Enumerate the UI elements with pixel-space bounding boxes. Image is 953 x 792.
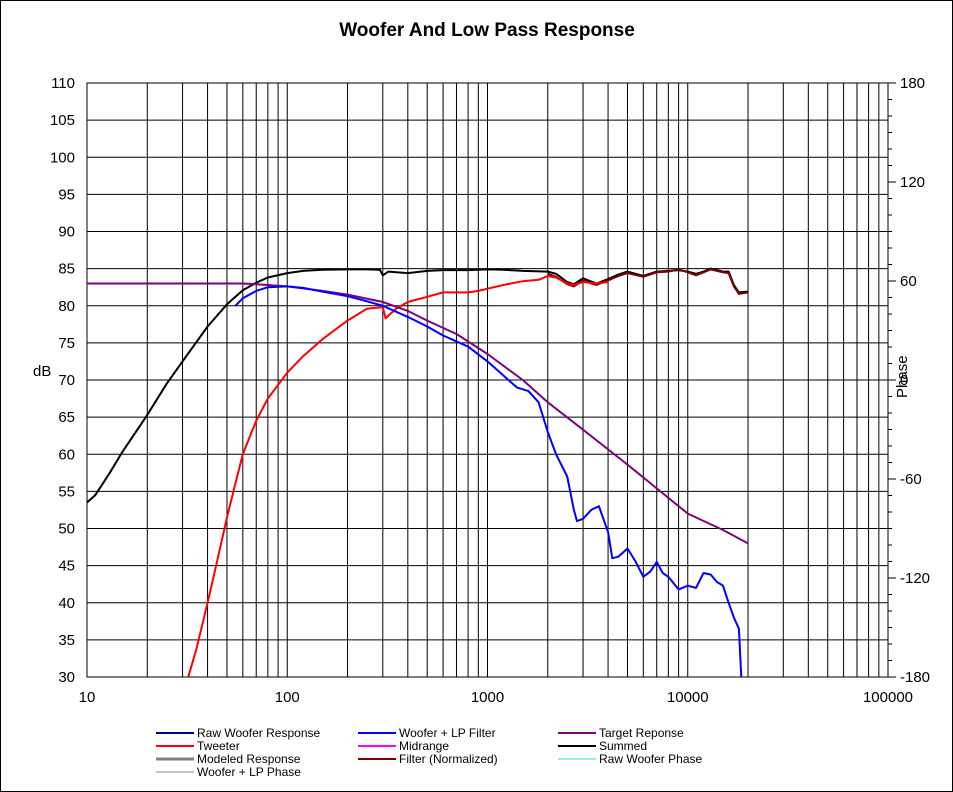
y2-tick-label: 120 xyxy=(900,174,925,191)
y-tick-label: 55 xyxy=(58,483,75,500)
series-line-tweeter xyxy=(187,275,609,677)
y2-axis-label: Phase xyxy=(894,355,911,398)
y2-tick-label: -120 xyxy=(900,570,930,587)
y2-tick-label: -60 xyxy=(900,471,922,488)
y-tick-label: 30 xyxy=(58,669,75,686)
x-tick-label: 100000 xyxy=(863,689,913,706)
y-tick-label: 40 xyxy=(58,595,75,612)
legend-label: Filter (Normalized) xyxy=(399,752,498,766)
y2-tick-label: 180 xyxy=(900,75,925,92)
series-line-target xyxy=(87,282,749,545)
y-tick-label: 35 xyxy=(58,632,75,649)
y-tick-label: 85 xyxy=(58,261,75,278)
legend-label: Summed xyxy=(599,739,647,753)
y-tick-label: 75 xyxy=(58,335,75,352)
y-tick-label: 45 xyxy=(58,558,75,575)
y-tick-label: 100 xyxy=(50,149,75,166)
y2-tick-label: 60 xyxy=(900,273,917,290)
legend-label: Target Reponse xyxy=(599,726,684,740)
x-tick-label: 100 xyxy=(275,689,300,706)
series-line-woofer_lp xyxy=(234,285,743,677)
y2-tick-label: 0 xyxy=(900,372,908,389)
axes: 3035404550556065707580859095100105110-18… xyxy=(50,75,930,706)
legend-label: Midrange xyxy=(399,739,449,753)
y-tick-label: 65 xyxy=(58,409,75,426)
chart-title: Woofer And Low Pass Response xyxy=(339,20,635,41)
y-tick-label: 105 xyxy=(50,112,75,129)
y-tick-label: 110 xyxy=(51,75,75,92)
y-axis-label: dB xyxy=(33,363,51,380)
legend-label: Raw Woofer Response xyxy=(197,726,320,740)
y-tick-label: 70 xyxy=(58,372,75,389)
legend-label: Raw Woofer Phase xyxy=(599,752,702,766)
y2-tick-label: -180 xyxy=(900,669,930,686)
legend-label: Woofer + LP Filter xyxy=(399,726,496,740)
y-tick-label: 90 xyxy=(58,224,75,241)
legend-label: Modeled Response xyxy=(197,752,301,766)
x-tick-label: 10 xyxy=(79,689,96,706)
legend-label: Woofer + LP Phase xyxy=(197,765,301,779)
legend-label: Tweeter xyxy=(197,739,240,753)
x-tick-label: 1000 xyxy=(471,689,504,706)
y-tick-label: 80 xyxy=(58,298,75,315)
legend: Raw Woofer Response Woofer + LP Filter Tar… xyxy=(156,726,702,779)
grid xyxy=(86,82,889,678)
y-tick-label: 95 xyxy=(58,186,75,203)
y-tick-label: 60 xyxy=(58,446,75,463)
y-tick-label: 50 xyxy=(58,521,75,538)
series xyxy=(87,267,749,677)
x-tick-label: 10000 xyxy=(667,689,709,706)
series-line-summed xyxy=(87,267,749,504)
